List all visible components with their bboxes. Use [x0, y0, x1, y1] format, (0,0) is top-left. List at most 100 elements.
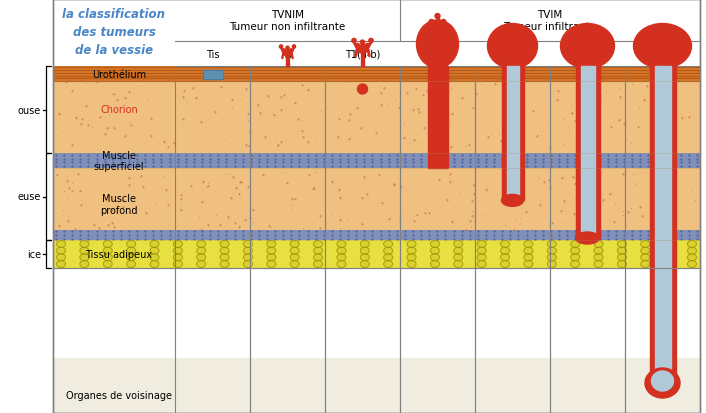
- Ellipse shape: [174, 241, 182, 248]
- Ellipse shape: [594, 247, 603, 254]
- Ellipse shape: [197, 261, 205, 268]
- Ellipse shape: [290, 254, 299, 261]
- Ellipse shape: [594, 254, 603, 261]
- Ellipse shape: [454, 247, 463, 254]
- Ellipse shape: [244, 241, 253, 248]
- Ellipse shape: [267, 247, 276, 254]
- Ellipse shape: [524, 254, 533, 261]
- Ellipse shape: [56, 247, 66, 254]
- Ellipse shape: [220, 261, 229, 268]
- Ellipse shape: [174, 261, 182, 268]
- Ellipse shape: [220, 247, 229, 254]
- Ellipse shape: [617, 254, 626, 261]
- Ellipse shape: [431, 247, 439, 254]
- Bar: [53, 154, 700, 169]
- Ellipse shape: [641, 261, 650, 268]
- Text: Tis: Tis: [205, 50, 220, 59]
- Ellipse shape: [561, 24, 614, 69]
- Circle shape: [292, 46, 296, 49]
- Ellipse shape: [501, 241, 510, 248]
- Circle shape: [423, 27, 428, 33]
- Ellipse shape: [126, 247, 136, 254]
- Ellipse shape: [664, 254, 673, 261]
- Text: Tissu adipeux: Tissu adipeux: [85, 249, 152, 259]
- Ellipse shape: [570, 261, 580, 268]
- Ellipse shape: [244, 247, 253, 254]
- Ellipse shape: [688, 254, 697, 261]
- Text: Organes de voisinage: Organes de voisinage: [66, 390, 172, 400]
- Bar: [654, 67, 671, 378]
- Ellipse shape: [407, 241, 416, 248]
- Ellipse shape: [617, 247, 626, 254]
- Ellipse shape: [150, 254, 159, 261]
- Bar: [518, 67, 524, 201]
- Bar: [650, 67, 654, 378]
- Bar: [203, 71, 222, 80]
- Text: T4a-T4b: T4a-T4b: [643, 50, 682, 59]
- Circle shape: [280, 46, 282, 49]
- Ellipse shape: [645, 368, 680, 398]
- Ellipse shape: [174, 254, 182, 261]
- Ellipse shape: [360, 241, 369, 248]
- Ellipse shape: [641, 241, 650, 248]
- Bar: [53, 358, 700, 413]
- Ellipse shape: [477, 261, 486, 268]
- Ellipse shape: [570, 247, 580, 254]
- Ellipse shape: [313, 247, 323, 254]
- Ellipse shape: [431, 261, 439, 268]
- Ellipse shape: [197, 247, 205, 254]
- Text: Ta: Ta: [282, 50, 292, 59]
- Ellipse shape: [617, 261, 626, 268]
- Ellipse shape: [570, 241, 580, 248]
- Ellipse shape: [688, 247, 697, 254]
- Ellipse shape: [524, 247, 533, 254]
- Ellipse shape: [284, 51, 292, 57]
- Text: TVNIM
Tumeur non infiltrante: TVNIM Tumeur non infiltrante: [229, 10, 346, 32]
- Ellipse shape: [360, 254, 369, 261]
- Ellipse shape: [547, 254, 556, 261]
- Text: T1(a-b): T1(a-b): [345, 50, 381, 59]
- Text: Muscle
profond: Muscle profond: [100, 194, 138, 215]
- Ellipse shape: [477, 247, 486, 254]
- Ellipse shape: [383, 247, 393, 254]
- Bar: [53, 240, 700, 268]
- Ellipse shape: [360, 261, 369, 268]
- Ellipse shape: [313, 254, 323, 261]
- Ellipse shape: [197, 241, 205, 248]
- Ellipse shape: [150, 247, 159, 254]
- Ellipse shape: [594, 241, 603, 248]
- Ellipse shape: [407, 261, 416, 268]
- Circle shape: [355, 44, 359, 49]
- Ellipse shape: [431, 254, 439, 261]
- Ellipse shape: [417, 21, 458, 69]
- Ellipse shape: [126, 261, 136, 268]
- Ellipse shape: [652, 371, 674, 391]
- Ellipse shape: [80, 241, 89, 248]
- Bar: [53, 230, 700, 240]
- Ellipse shape: [337, 247, 346, 254]
- Text: Chorion: Chorion: [100, 105, 138, 115]
- Circle shape: [447, 27, 452, 33]
- Bar: [203, 71, 222, 80]
- Text: T3a: T3a: [503, 50, 522, 59]
- Ellipse shape: [477, 241, 486, 248]
- Ellipse shape: [547, 261, 556, 268]
- Ellipse shape: [80, 247, 89, 254]
- Ellipse shape: [641, 254, 650, 261]
- Ellipse shape: [383, 261, 393, 268]
- Bar: [53, 67, 700, 82]
- Bar: [361, 50, 364, 67]
- Circle shape: [286, 47, 289, 50]
- Ellipse shape: [383, 254, 393, 261]
- Ellipse shape: [174, 247, 182, 254]
- Ellipse shape: [244, 261, 253, 268]
- Circle shape: [366, 44, 370, 49]
- Ellipse shape: [488, 24, 537, 69]
- Ellipse shape: [357, 85, 368, 95]
- Circle shape: [282, 50, 285, 53]
- Text: T3b: T3b: [578, 50, 597, 59]
- Bar: [506, 67, 518, 201]
- Ellipse shape: [688, 241, 697, 248]
- Ellipse shape: [313, 241, 323, 248]
- Bar: [580, 67, 594, 238]
